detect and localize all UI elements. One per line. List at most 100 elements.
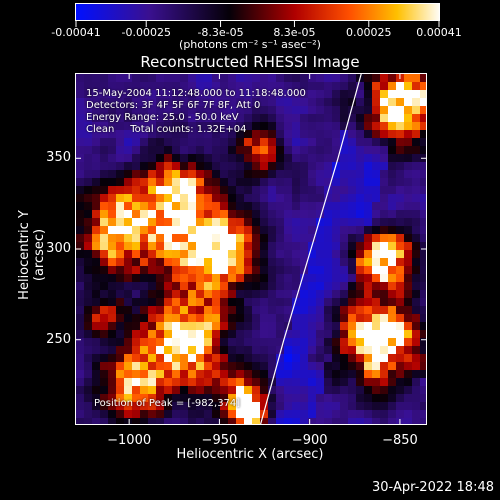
heatmap-cell — [228, 162, 237, 171]
heatmap-cell — [100, 194, 109, 203]
heatmap-cell — [148, 338, 157, 347]
heatmap-cell — [204, 162, 213, 171]
heatmap-cell — [388, 234, 397, 243]
heatmap-cell — [124, 138, 133, 147]
heatmap-cell — [284, 338, 293, 347]
heatmap-cell — [396, 410, 405, 419]
heatmap-cell — [244, 250, 253, 259]
heatmap-cell — [420, 330, 426, 339]
heatmap-cell — [236, 362, 245, 371]
heatmap-cell — [356, 210, 365, 219]
heatmap-cell — [220, 114, 229, 123]
heatmap-cell — [404, 274, 413, 283]
heatmap-cell — [228, 218, 237, 227]
heatmap-cell — [116, 306, 125, 315]
heatmap-cell — [140, 330, 149, 339]
heatmap-cell — [420, 250, 426, 259]
heatmap-cell — [292, 186, 301, 195]
heatmap-cell — [388, 266, 397, 275]
heatmap-cell — [364, 186, 373, 195]
heatmap-cell — [124, 186, 133, 195]
heatmap-cell — [236, 106, 245, 115]
heatmap-cell — [76, 186, 85, 195]
heatmap-cell — [100, 378, 109, 387]
heatmap-cell — [228, 250, 237, 259]
heatmap-cell — [348, 354, 357, 363]
heatmap-cell — [292, 258, 301, 267]
heatmap-cell — [124, 146, 133, 155]
heatmap-cell — [204, 330, 213, 339]
heatmap-cell — [148, 154, 157, 163]
heatmap-cell — [396, 218, 405, 227]
heatmap-cell — [380, 338, 389, 347]
heatmap-cell — [284, 186, 293, 195]
heatmap-cell — [268, 162, 277, 171]
heatmap-cell — [172, 106, 181, 115]
heatmap-cell — [204, 202, 213, 211]
heatmap-cell — [236, 178, 245, 187]
heatmap-cell — [260, 418, 269, 424]
heatmap-cell — [244, 362, 253, 371]
heatmap-cell — [172, 130, 181, 139]
heatmap-cell — [268, 258, 277, 267]
heatmap-cell — [76, 226, 85, 235]
heatmap-cell — [188, 330, 197, 339]
heatmap-cell — [116, 146, 125, 155]
heatmap-cell — [348, 90, 357, 99]
heatmap-cell — [412, 306, 421, 315]
heatmap-cell — [380, 418, 389, 424]
heatmap-cell — [228, 82, 237, 91]
heatmap-cell — [124, 274, 133, 283]
heatmap-cell — [100, 130, 109, 139]
heatmap-cell — [180, 370, 189, 379]
heatmap-cell — [196, 106, 205, 115]
heatmap-cell — [84, 354, 93, 363]
x-tick-label: −1000 — [107, 433, 152, 448]
x-axis-label: Heliocentric X (arcsec) — [176, 447, 324, 462]
heatmap-cell — [244, 282, 253, 291]
heatmap-cell — [116, 346, 125, 355]
heatmap-cell — [404, 250, 413, 259]
heatmap-cell — [164, 338, 173, 347]
heatmap-cell — [340, 162, 349, 171]
heatmap-cell — [76, 314, 85, 323]
heatmap-cell — [220, 354, 229, 363]
heatmap-cell — [412, 170, 421, 179]
heatmap-cell — [180, 402, 189, 411]
heatmap-cell — [316, 146, 325, 155]
heatmap-cell — [132, 226, 141, 235]
heatmap-cell — [412, 418, 421, 424]
heatmap-cell — [140, 146, 149, 155]
heatmap-cell — [180, 90, 189, 99]
heatmap-cell — [404, 170, 413, 179]
heatmap-cell — [260, 202, 269, 211]
heatmap-cell — [364, 218, 373, 227]
heatmap-cell — [220, 210, 229, 219]
heatmap-cell — [212, 98, 221, 107]
heatmap-cell — [412, 258, 421, 267]
heatmap-cell — [412, 162, 421, 171]
colorbar-tick-label: 8.3e-05 — [273, 26, 316, 39]
heatmap-cell — [260, 322, 269, 331]
heatmap-cell — [244, 114, 253, 123]
heatmap-cell — [356, 154, 365, 163]
heatmap-cell — [356, 258, 365, 267]
heatmap-cell — [124, 394, 133, 403]
heatmap-cell — [244, 138, 253, 147]
colorbar-tick-label: -0.00041 — [51, 26, 101, 39]
heatmap-cell — [84, 418, 93, 424]
heatmap-cell — [204, 154, 213, 163]
heatmap-cell — [84, 322, 93, 331]
heatmap-cell — [148, 330, 157, 339]
heatmap-cell — [124, 74, 133, 83]
heatmap-cell — [236, 162, 245, 171]
heatmap-cell — [212, 146, 221, 155]
heatmap-cell — [116, 266, 125, 275]
heatmap-cell — [292, 378, 301, 387]
heatmap-cell — [420, 290, 426, 299]
heatmap-cell — [252, 154, 261, 163]
heatmap-cell — [228, 74, 237, 83]
heatmap-cell — [188, 146, 197, 155]
heatmap-cell — [140, 378, 149, 387]
heatmap-cell — [196, 386, 205, 395]
